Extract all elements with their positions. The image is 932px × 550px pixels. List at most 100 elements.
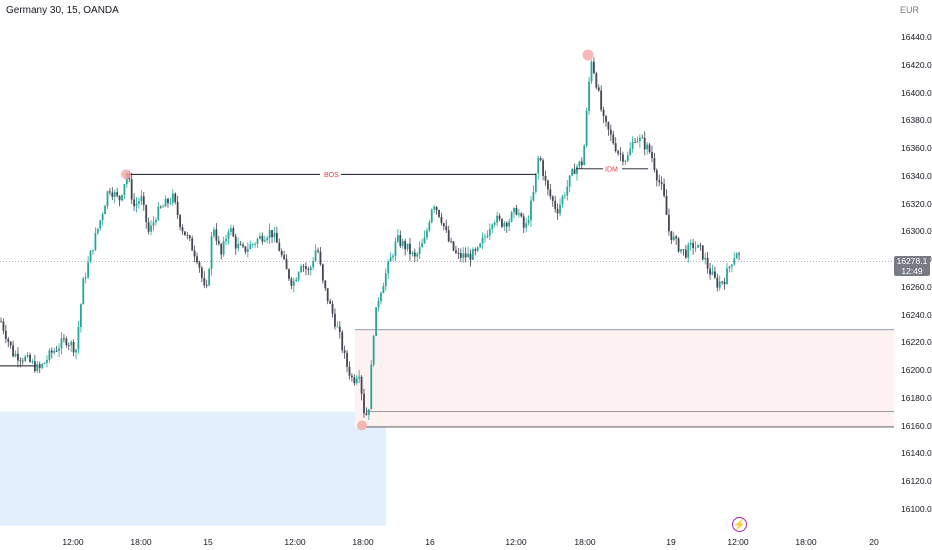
candle-body (711, 271, 714, 275)
candle-body (457, 252, 460, 254)
candle-body (653, 158, 656, 171)
candle-body (314, 250, 317, 262)
candle-body (476, 247, 479, 251)
candle-body (655, 170, 658, 181)
candle-body (118, 195, 121, 201)
candle-body (169, 202, 172, 204)
lightning-icon[interactable]: ⚡ (732, 517, 747, 532)
candle-body (179, 215, 181, 228)
candle-body (4, 330, 7, 339)
candle-body (612, 134, 615, 144)
candle-body (479, 243, 482, 248)
candle-body (699, 244, 702, 246)
candle-body (435, 206, 438, 210)
swing-low-marker[interactable] (357, 420, 367, 431)
candle-body (84, 277, 87, 279)
price-tick: 16220.0 (901, 337, 932, 348)
candle-body (433, 206, 436, 210)
candle-body (159, 206, 162, 208)
time-tick: 20 (869, 537, 879, 547)
candle-body (150, 225, 152, 232)
candle-body (63, 338, 65, 340)
candle-body (33, 361, 36, 372)
candle-body (440, 216, 443, 224)
candle-body (617, 151, 619, 154)
candle-body (111, 192, 114, 197)
candle-body (530, 200, 532, 221)
candle-body (203, 277, 206, 286)
time-tick: 18:00 (352, 537, 374, 547)
candle-body (237, 244, 240, 249)
candle-body (481, 238, 484, 244)
candle-body (317, 250, 319, 252)
candle-body (571, 169, 574, 176)
candle-body (723, 281, 726, 285)
candle-body (527, 220, 530, 224)
currency-label: EUR (900, 5, 920, 15)
candle-body (547, 180, 549, 190)
candle-body (484, 237, 486, 239)
candle-body (450, 241, 453, 243)
candle-body (694, 247, 697, 249)
candle-body (684, 249, 687, 258)
candle-body (271, 230, 273, 238)
candle-body (191, 238, 194, 251)
price-tick: 16440.0 (901, 32, 932, 42)
demand-zone[interactable] (0, 411, 386, 526)
candle-body (377, 301, 380, 308)
candle-body (176, 202, 179, 216)
candle-body (305, 266, 307, 270)
candle-body (651, 152, 653, 159)
candle-body (537, 158, 540, 174)
candle-body (227, 231, 230, 239)
candle-body (198, 262, 201, 268)
candle-body (263, 240, 266, 242)
candle-body (205, 285, 208, 287)
candle-body (186, 235, 189, 236)
swing-high-marker[interactable] (121, 169, 131, 180)
candle-body (634, 142, 636, 143)
supply-zone[interactable] (355, 329, 894, 427)
candle-body (230, 228, 232, 232)
candle-body (208, 269, 211, 286)
candle-body (50, 350, 53, 353)
time-tick: 12:00 (505, 537, 527, 547)
candle-body (36, 364, 39, 372)
candle-body (292, 281, 295, 286)
candle-body (268, 230, 271, 238)
candle-body (133, 199, 135, 207)
candle-body (300, 266, 302, 273)
price-tick: 16160.0 (901, 420, 932, 431)
candle-body (597, 87, 600, 91)
candle-body (157, 206, 160, 220)
candle-body (726, 268, 728, 285)
candle-body (619, 153, 622, 155)
candle-body (551, 196, 554, 201)
candle-body (290, 278, 293, 286)
candle-body (336, 326, 339, 328)
time-tick: 16 (425, 537, 435, 547)
candle-body (542, 160, 544, 176)
time-tick: 18:00 (130, 537, 152, 547)
candle-body (392, 255, 394, 258)
candle-body (605, 116, 607, 122)
candle-body (631, 142, 634, 149)
candle-body (46, 359, 48, 363)
swing-high-marker[interactable] (582, 49, 594, 61)
candle-body (75, 349, 77, 353)
candle-body (140, 196, 143, 202)
time-tick: 12:00 (727, 537, 749, 547)
candle-body (672, 236, 675, 241)
candle-body (174, 193, 177, 203)
candle-body (338, 326, 341, 333)
candle-body (663, 183, 665, 196)
candle-body (55, 350, 58, 352)
candle-body (94, 233, 97, 250)
candle-body (626, 155, 629, 161)
candle-body (184, 231, 186, 236)
price-tick: 16420.0 (901, 59, 932, 70)
candle-body (573, 169, 576, 174)
candle-body (2, 321, 5, 331)
candle-body (331, 303, 334, 314)
